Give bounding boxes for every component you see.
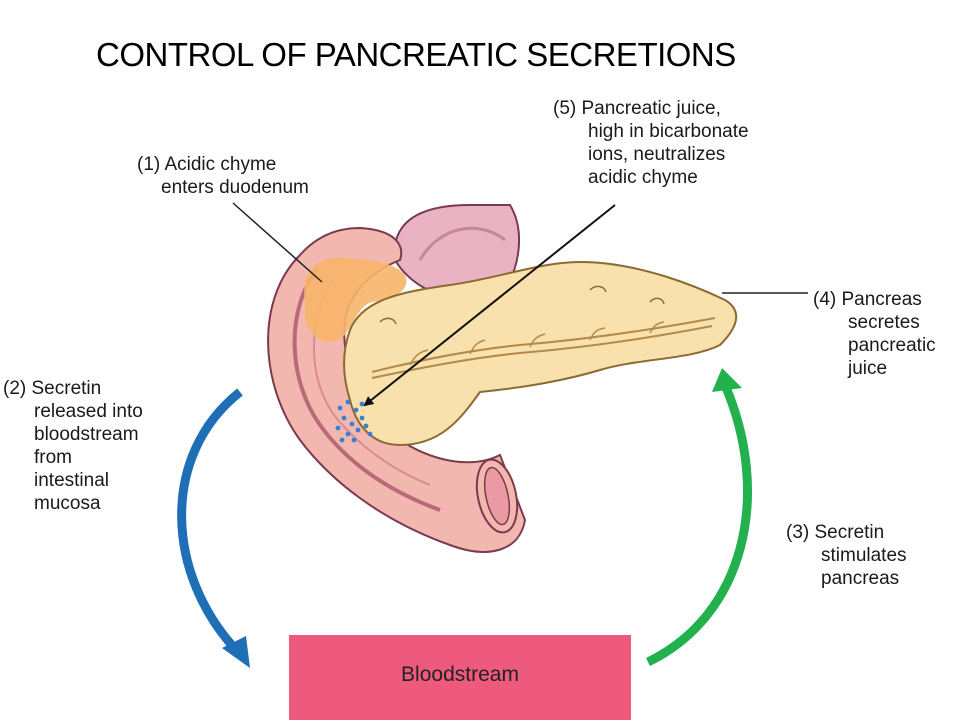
leader-line-step1	[232, 202, 323, 283]
bloodstream-label: Bloodstream	[401, 663, 519, 686]
label-step4: (4) Pancreas secretes pancreatic juice	[813, 288, 936, 380]
label-line: (5) Pancreatic juice,	[553, 98, 721, 119]
label-line: mucosa	[34, 493, 101, 514]
label-step2: (2) Secretin released into bloodstream f…	[3, 377, 143, 515]
blue-arrow	[177, 388, 250, 668]
green-arrow	[646, 368, 753, 667]
label-line: enters duodenum	[161, 177, 309, 198]
label-line: (2) Secretin	[3, 378, 102, 399]
diagram-title: CONTROL OF PANCREATIC SECRETIONS	[96, 36, 736, 73]
secretin-dots	[335, 399, 373, 443]
bloodstream-box: Bloodstream	[289, 635, 631, 720]
label-line: (4) Pancreas	[813, 289, 922, 310]
stomach	[394, 204, 521, 302]
label-line: bloodstream	[34, 424, 139, 445]
label-line: juice	[848, 358, 888, 379]
label-step5: (5) Pancreatic juice, high in bicarbonat…	[553, 97, 749, 189]
leader-arrow-step5	[363, 204, 616, 407]
label-line: pancreas	[821, 568, 900, 589]
label-line: pancreatic	[848, 335, 936, 356]
label-step3: (3) Secretin stimulates pancreas	[786, 521, 907, 590]
chyme	[304, 257, 407, 343]
label-line: stimulates	[821, 545, 907, 566]
label-line: acidic chyme	[588, 167, 698, 188]
label-line: secretes	[848, 312, 920, 333]
label-line: (1) Acidic chyme	[137, 154, 277, 175]
label-line: high in bicarbonate	[588, 121, 749, 142]
label-line: intestinal	[34, 470, 109, 491]
label-line: ions, neutralizes	[588, 144, 726, 165]
label-line: from	[34, 447, 72, 468]
label-step1: (1) Acidic chyme enters duodenum	[137, 153, 309, 199]
label-line: (3) Secretin	[786, 522, 885, 543]
label-line: released into	[34, 401, 143, 422]
